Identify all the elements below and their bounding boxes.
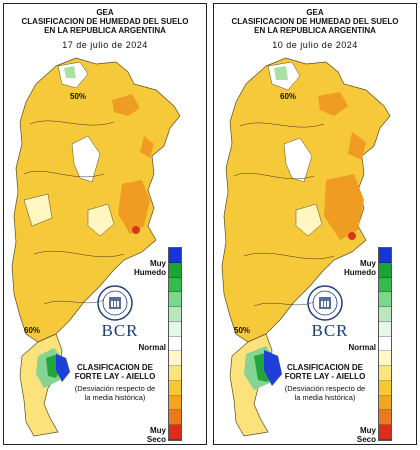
contour-label-bottom: 50% <box>234 326 251 335</box>
legend-very-dry-label: Muy Seco <box>146 426 166 444</box>
legend-normal-label: Normal <box>348 343 376 352</box>
scale-swatch <box>169 395 181 411</box>
contour-line <box>23 120 125 305</box>
classification-caption: CLASIFICACION DE FORTE LAY - AIELLO <box>284 363 366 381</box>
contour-line <box>233 122 335 307</box>
scale-swatch <box>169 410 181 426</box>
orange-area-northeast <box>140 136 154 158</box>
deviation-caption: (Desviación respecto de la media históri… <box>74 384 156 402</box>
scale-swatch <box>379 425 391 440</box>
scale-swatch <box>169 277 181 293</box>
contour-label-top: 50% <box>70 92 87 101</box>
scale-swatch <box>379 410 391 426</box>
scale-swatch <box>169 380 181 396</box>
map-title-line2: EN LA REPUBLICA ARGENTINA <box>44 26 166 35</box>
scale-swatch <box>379 321 391 337</box>
orange-area-east <box>118 180 150 234</box>
scale-swatch <box>379 277 391 293</box>
red-spot-east <box>132 226 140 234</box>
map-date: 10 de julio de 2024 <box>272 40 358 50</box>
scale-swatch <box>169 425 181 440</box>
legend-normal-label: Normal <box>138 343 166 352</box>
contour-label-bottom: 60% <box>24 326 41 335</box>
contour-label-top: 60% <box>280 92 297 101</box>
bcr-wordmark: BCR <box>101 321 139 340</box>
legend-very-dry-label: Muy Seco <box>356 426 376 444</box>
bcr-logo <box>307 285 343 321</box>
mainland-dry-region <box>221 57 391 343</box>
deviation-caption: (Desviación respecto de la media históri… <box>284 384 366 402</box>
scale-swatch <box>379 307 391 322</box>
map-title-line1: CLASIFICACION DE HUMEDAD DEL SUELO <box>21 17 189 26</box>
normal-area-center <box>71 135 101 183</box>
scale-swatch <box>169 292 181 308</box>
orange-area-northeast <box>348 132 366 160</box>
bcr-wordmark: BCR <box>311 321 349 340</box>
classification-caption: CLASIFICACION DE FORTE LAY - AIELLO <box>74 363 156 381</box>
very-wet-area <box>264 350 282 386</box>
normal-area-coast <box>295 203 323 237</box>
orange-area-north <box>112 94 140 116</box>
green-area-north <box>274 66 288 80</box>
soil-moisture-map-panel-2: GEA CLASIFICACION DE HUMEDAD DEL SUELO E… <box>213 3 417 445</box>
orange-area-north <box>318 92 348 116</box>
scale-swatch <box>169 307 181 322</box>
scale-swatch <box>379 292 391 308</box>
scale-swatch <box>169 248 181 263</box>
org-label: GEA <box>306 8 324 17</box>
legend-very-wet-label: Muy Humedo <box>134 259 166 277</box>
map-date: 17 de julio de 2024 <box>62 40 148 50</box>
scale-swatch <box>169 321 181 337</box>
scale-swatch <box>379 351 391 367</box>
scale-swatch <box>379 262 391 278</box>
scale-swatch <box>169 351 181 367</box>
org-label: GEA <box>96 8 114 17</box>
scale-swatch <box>169 262 181 278</box>
patagonia-south <box>19 333 63 437</box>
very-wet-area <box>56 354 70 382</box>
soil-moisture-map-panel-1: GEA CLASIFICACION DE HUMEDAD DEL SUELO E… <box>3 3 207 445</box>
map-title-line1: CLASIFICACION DE HUMEDAD DEL SUELO <box>231 17 399 26</box>
normal-area-mid <box>23 193 53 227</box>
orange-area-east <box>324 174 364 240</box>
normal-area-coast <box>87 203 115 237</box>
scale-swatch <box>379 395 391 411</box>
mainland-dry-region <box>11 57 181 343</box>
scale-swatch <box>169 366 181 381</box>
red-spot-east <box>348 232 356 240</box>
scale-swatch <box>379 248 391 263</box>
scale-swatch <box>379 336 391 352</box>
normal-area-center <box>283 137 313 183</box>
bcr-logo <box>97 285 133 321</box>
map-title-line2: EN LA REPUBLICA ARGENTINA <box>254 26 376 35</box>
moisture-color-scale <box>378 247 392 441</box>
scale-swatch <box>379 380 391 396</box>
green-area-north <box>64 66 76 78</box>
argentina-map <box>11 57 181 437</box>
scale-swatch <box>169 336 181 352</box>
moisture-color-scale <box>168 247 182 441</box>
legend-very-wet-label: Muy Humedo <box>344 259 376 277</box>
scale-swatch <box>379 366 391 381</box>
argentina-map <box>221 57 391 437</box>
